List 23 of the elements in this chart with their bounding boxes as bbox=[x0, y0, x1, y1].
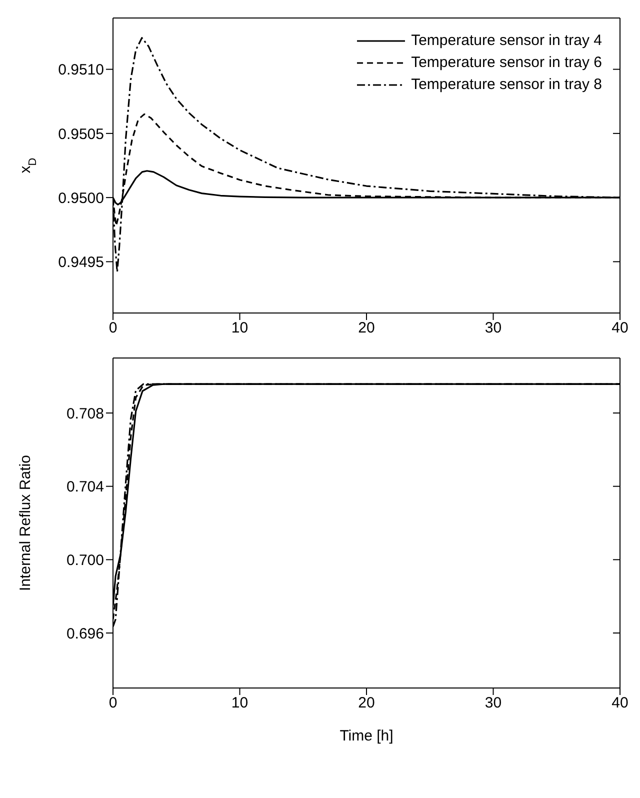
x-axis-title: Time [h] bbox=[340, 728, 394, 745]
y-tick-label: 0.9510 bbox=[58, 62, 104, 79]
legend-label: Temperature sensor in tray 8 bbox=[411, 75, 602, 95]
x-tick-label: 20 bbox=[358, 694, 375, 712]
y-tick-label: 0.700 bbox=[66, 552, 104, 569]
y-tick-label: 0.9505 bbox=[58, 126, 104, 143]
y-axis-title: Internal Reflux Ratio bbox=[17, 455, 34, 591]
x-tick-label: 40 bbox=[612, 320, 628, 337]
x-tick-label: 10 bbox=[231, 320, 248, 337]
y-tick-label: 0.9495 bbox=[58, 254, 104, 272]
x-tick-label: 20 bbox=[358, 320, 375, 337]
y-tick-label: 0.9500 bbox=[58, 190, 104, 207]
x-tick-label: 30 bbox=[484, 320, 502, 337]
x-tick-label: 10 bbox=[231, 694, 248, 712]
x-tick-label: 40 bbox=[612, 694, 628, 712]
y-tick-label: 0.708 bbox=[66, 405, 104, 422]
legend-label: Temperature sensor in tray 4 bbox=[411, 31, 602, 51]
x-tick-label: 0 bbox=[108, 694, 118, 712]
y-tick-label: 0.696 bbox=[66, 625, 104, 642]
y-tick-label: 0.704 bbox=[66, 478, 104, 496]
x-tick-label: 0 bbox=[108, 320, 118, 337]
legend-label: Temperature sensor in tray 6 bbox=[411, 53, 602, 73]
x-tick-label: 30 bbox=[484, 694, 502, 712]
